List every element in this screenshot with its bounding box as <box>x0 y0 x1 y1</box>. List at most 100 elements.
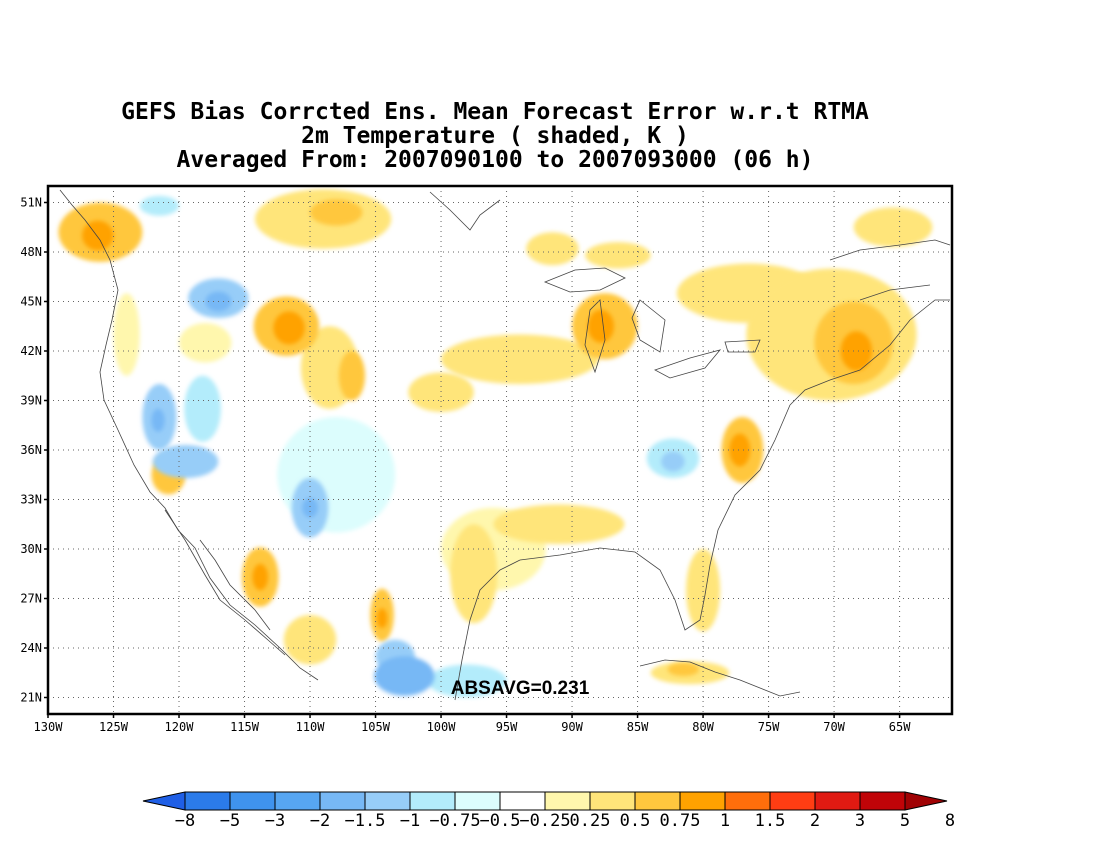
lon-tick-label: 120W <box>165 720 195 734</box>
lat-tick-label: 33N <box>20 493 42 507</box>
field-patch <box>376 608 388 629</box>
lake-michigan <box>584 299 606 374</box>
lon-tick-label: 130W <box>34 720 64 734</box>
colorbar <box>142 791 948 811</box>
lon-tick-label: 100W <box>427 720 457 734</box>
field-patch <box>184 375 221 442</box>
canada-north-coast <box>429 191 951 301</box>
lon-tick-label: 75W <box>758 720 780 734</box>
colorbar-swatch <box>859 791 906 811</box>
lon-tick-label: 115W <box>230 720 260 734</box>
title-line-2: 2m Temperature ( shaded, K ) <box>301 123 689 149</box>
colorbar-swatch <box>454 791 501 811</box>
lon-tick-label: 85W <box>627 720 649 734</box>
field-patch <box>493 504 625 545</box>
field-patch <box>310 199 363 226</box>
absavg-label: ABSAVG=0.231 <box>451 678 590 699</box>
field-patch <box>587 309 614 343</box>
field-patch <box>139 195 180 216</box>
field-patch <box>667 662 700 677</box>
title-line-1: GEFS Bias Corrcted Ens. Mean Forecast Er… <box>121 99 869 125</box>
field-patch <box>273 311 305 345</box>
graticule <box>47 186 952 714</box>
colorbar-label: −2 <box>310 811 330 831</box>
atlantic-coastline <box>789 299 950 406</box>
field-patch <box>686 549 721 632</box>
lat-tick-label: 45N <box>20 295 42 309</box>
colorbar-swatch <box>544 791 591 811</box>
colorbar-label: −3 <box>265 811 285 831</box>
colorbar-label: −0.5 <box>480 811 521 831</box>
lon-tick-label: 125W <box>99 720 129 734</box>
colorbar-swatch <box>274 791 321 811</box>
colorbar-label: 5 <box>900 811 910 831</box>
field-patch <box>283 615 337 665</box>
lat-tick-label: 21N <box>20 691 42 705</box>
lon-tick-label: 65W <box>889 720 911 734</box>
colorbar-swatch <box>679 791 726 811</box>
coastlines <box>59 189 951 701</box>
title-line-3: Averaged From: 2007090100 to 2007093000 … <box>176 147 814 173</box>
colorbar-swatch <box>589 791 636 811</box>
colorbar-label: −5 <box>220 811 240 831</box>
lon-tick-label: 70W <box>823 720 845 734</box>
colorbar-swatch <box>229 791 276 811</box>
colorbar-label: 0.25 <box>570 811 611 831</box>
axis-ticks <box>44 201 901 718</box>
field-patch <box>441 334 599 384</box>
field-patch <box>113 293 140 376</box>
colorbar-label: 1.5 <box>755 811 786 831</box>
lake-ontario <box>724 339 761 353</box>
colorbar-swatch <box>724 791 771 811</box>
field-patch <box>427 664 507 698</box>
field-patch <box>840 331 873 371</box>
lat-tick-label: 30N <box>20 542 42 556</box>
lon-tick-label: 110W <box>296 720 326 734</box>
field-patch <box>152 445 219 479</box>
colorbar-arrow-low <box>142 791 186 811</box>
cuba-coastline <box>639 659 801 697</box>
colorbar-label: 8 <box>945 811 955 831</box>
colorbar-swatch <box>814 791 861 811</box>
lake-huron <box>631 299 666 353</box>
field-patch <box>450 524 498 624</box>
colorbar-swatch <box>769 791 816 811</box>
colorbar-label: −0.75 <box>429 811 480 831</box>
shaded-field <box>58 189 933 698</box>
colorbar-swatch <box>184 791 231 811</box>
lat-tick-label: 27N <box>20 592 42 606</box>
field-patch <box>526 232 579 266</box>
colorbar-swatch <box>409 791 456 811</box>
field-patch <box>252 563 269 591</box>
field-patch <box>151 408 165 432</box>
field-patch <box>302 497 318 518</box>
field-patch <box>179 322 232 363</box>
field-patch <box>408 372 474 413</box>
colorbar-swatch <box>319 791 366 811</box>
colorbar-label: 3 <box>855 811 865 831</box>
lon-tick-label: 105W <box>361 720 391 734</box>
lon-tick-label: 80W <box>692 720 714 734</box>
lat-tick-label: 36N <box>20 443 42 457</box>
field-patch <box>585 242 651 269</box>
colorbar-swatch <box>364 791 411 811</box>
field-patch <box>374 656 435 696</box>
colorbar-label: 2 <box>810 811 820 831</box>
lat-tick-label: 42N <box>20 344 42 358</box>
colorbar-labels: −8 −5 −3 −2 −1.5 −1 −0.75−0.5−0.250.25 0.5 0.75 1… <box>175 811 955 831</box>
field-patch <box>853 207 933 248</box>
colorbar-arrow-high <box>904 791 948 811</box>
lat-tick-label: 48N <box>20 245 42 259</box>
field-patch <box>661 451 685 472</box>
gulf-coastline <box>454 404 791 701</box>
lon-tick-label: 95W <box>496 720 518 734</box>
field-patch <box>729 433 751 467</box>
canada-pacific-coast <box>59 189 119 291</box>
field-patch <box>82 220 114 251</box>
lake-erie <box>654 349 722 379</box>
field-patch <box>338 351 366 401</box>
lon-tick-label: 90W <box>561 720 583 734</box>
colorbar-label: −1.5 <box>345 811 386 831</box>
colorbar-swatch <box>634 791 681 811</box>
map-title: GEFS Bias Corrcted Ens. Mean Forecast Er… <box>0 100 990 172</box>
